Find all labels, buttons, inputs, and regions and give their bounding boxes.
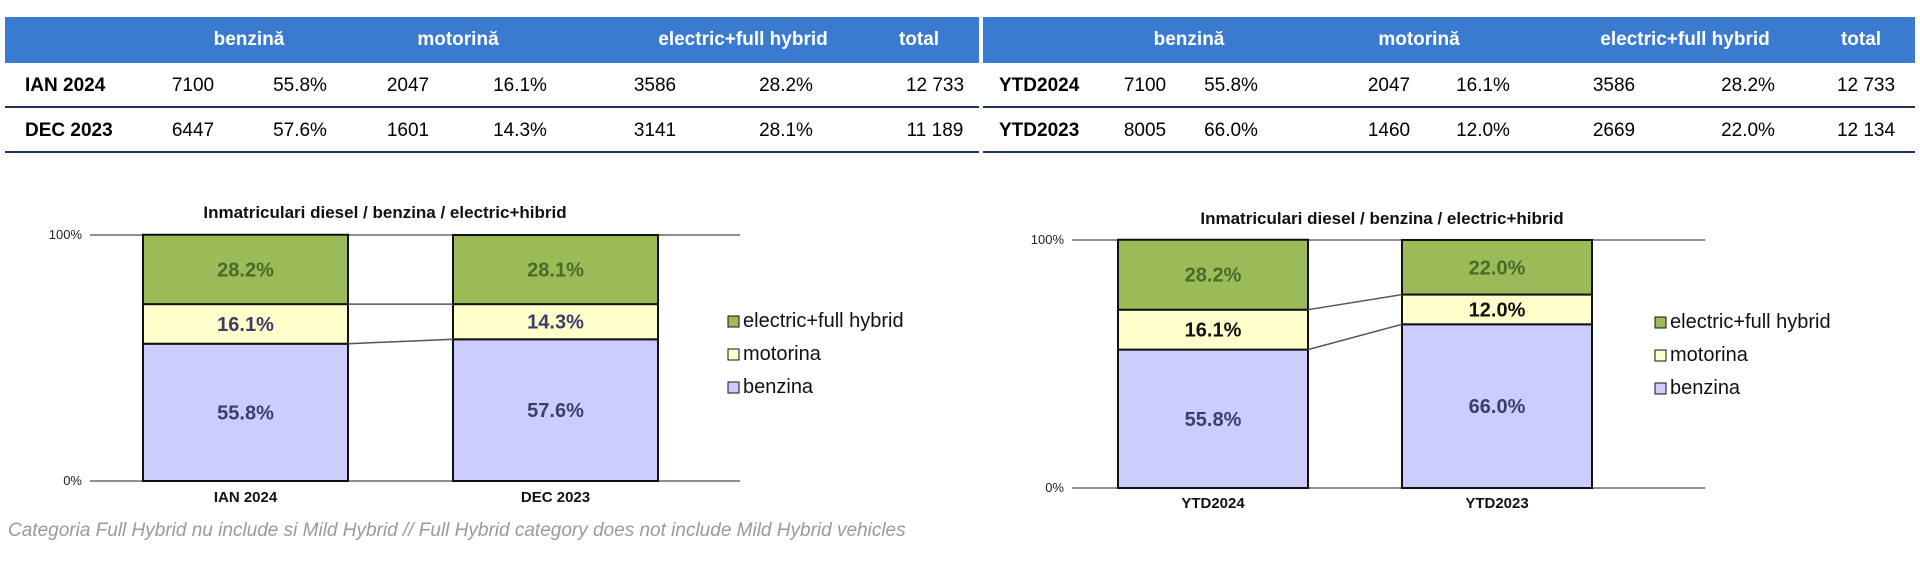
- electric-count: 3141: [633, 120, 677, 141]
- electric-share: 28.2%: [1721, 75, 1775, 96]
- bar-segment: [142, 303, 349, 345]
- legend-swatch: [1654, 349, 1667, 362]
- motorina-count: 1601: [386, 120, 430, 141]
- category-label: YTD2024: [1181, 495, 1245, 512]
- footnote: Categoria Full Hybrid nu include si Mild…: [8, 520, 906, 541]
- chart-title: Inmatriculari diesel / benzina / electri…: [1200, 209, 1563, 228]
- data-label: 28.2%: [1185, 265, 1242, 287]
- motorina-share: 12.0%: [1456, 120, 1510, 141]
- y-tick-label: 0%: [63, 473, 82, 488]
- total-value: 12 134: [1836, 120, 1896, 141]
- legend-swatch: [1654, 316, 1667, 329]
- benzina-share: 55.8%: [273, 75, 327, 96]
- benzina-count: 7100: [171, 75, 215, 96]
- row-label: YTD2024: [999, 75, 1080, 96]
- legend-swatch: [1654, 382, 1667, 395]
- benzina-count: 7100: [1123, 75, 1167, 96]
- motorina-share: 16.1%: [1456, 75, 1510, 96]
- bar-segment: [452, 303, 659, 341]
- table-row: DEC 2023 6447 57.6% 1601 14.3% 3141 28.1…: [5, 108, 979, 153]
- benzina-count: 8005: [1123, 120, 1167, 141]
- motorina-share: 16.1%: [493, 75, 547, 96]
- motorina-share: 14.3%: [493, 120, 547, 141]
- total-value: 11 189: [906, 120, 964, 141]
- total-value: 12 733: [905, 75, 965, 96]
- legend-swatch: [727, 315, 740, 328]
- legend-label: motorina: [743, 343, 822, 365]
- right-summary-table: benzină motorină electric+full hybrid to…: [983, 17, 1915, 153]
- legend-label: electric+full hybrid: [1670, 311, 1831, 333]
- legend-label: electric+full hybrid: [743, 310, 904, 332]
- data-label: 57.6%: [527, 400, 584, 422]
- electric-count: 3586: [633, 75, 677, 96]
- bar-segment: [1401, 323, 1593, 489]
- left-summary-table: benzină motorină electric+full hybrid to…: [5, 17, 979, 153]
- data-label: 16.1%: [1185, 320, 1242, 342]
- data-label: 28.2%: [217, 259, 274, 281]
- row-label: IAN 2024: [25, 75, 106, 96]
- legend-label: benzina: [743, 376, 814, 398]
- total-value: 12 733: [1836, 75, 1896, 96]
- legend-swatch: [727, 348, 740, 361]
- bar-segment: [452, 234, 659, 306]
- motorina-count: 2047: [386, 75, 430, 96]
- data-label: 12.0%: [1469, 299, 1526, 321]
- header-total: total: [1840, 29, 1882, 50]
- benzina-share: 57.6%: [273, 120, 327, 141]
- category-label: IAN 2024: [214, 489, 278, 506]
- bar-segment: [1117, 348, 1309, 489]
- header-benzina: benzină: [213, 29, 285, 50]
- row-label: DEC 2023: [25, 120, 113, 141]
- y-tick-label: 100%: [49, 227, 83, 242]
- header-electric-hybrid: electric+full hybrid: [1600, 29, 1770, 50]
- row-label: YTD2023: [999, 120, 1080, 141]
- electric-count: 3586: [1592, 75, 1636, 96]
- bar-segment: [1117, 238, 1309, 311]
- bar-segment: [142, 342, 349, 482]
- benzina-count: 6447: [171, 120, 215, 141]
- legend-swatch: [727, 381, 740, 394]
- benzina-share: 55.8%: [1204, 75, 1258, 96]
- motorina-count: 2047: [1367, 75, 1411, 96]
- series-connector-line: [1307, 323, 1403, 351]
- table-row: YTD2023 8005 66.0% 1460 12.0% 2669 22.0%…: [983, 108, 1915, 153]
- header-motorina: motorină: [1378, 29, 1460, 50]
- data-label: 66.0%: [1469, 396, 1526, 418]
- bar-segment: [1401, 293, 1593, 326]
- category-label: YTD2023: [1465, 495, 1528, 512]
- electric-count: 2669: [1592, 120, 1636, 141]
- series-connector-line: [1307, 293, 1403, 311]
- data-label: 22.0%: [1469, 257, 1526, 279]
- chart-title: Inmatriculari diesel / benzina / electri…: [203, 203, 566, 222]
- y-tick-label: 0%: [1045, 480, 1064, 495]
- legend-label: benzina: [1670, 377, 1741, 399]
- electric-share: 28.2%: [759, 75, 813, 96]
- bar-segment: [142, 233, 349, 306]
- legend-label: motorina: [1670, 344, 1749, 366]
- header-benzina: benzină: [1153, 29, 1225, 50]
- bar-segment: [1401, 239, 1593, 296]
- motorina-count: 1460: [1367, 120, 1411, 141]
- right-table-header: benzină motorină electric+full hybrid to…: [983, 17, 1915, 63]
- header-motorina: motorină: [417, 29, 499, 50]
- left-table-header: benzină motorină electric+full hybrid to…: [5, 17, 979, 63]
- header-electric-hybrid: electric+full hybrid: [658, 29, 828, 50]
- benzina-share: 66.0%: [1204, 120, 1258, 141]
- electric-share: 22.0%: [1721, 120, 1775, 141]
- table-row: IAN 2024 7100 55.8% 2047 16.1% 3586 28.2…: [5, 63, 979, 108]
- category-label: DEC 2023: [521, 489, 590, 506]
- data-label: 55.8%: [217, 402, 274, 424]
- header-total: total: [898, 29, 940, 50]
- data-label: 55.8%: [1185, 409, 1242, 431]
- data-label: 28.1%: [527, 260, 584, 282]
- series-connector-line: [347, 338, 454, 345]
- data-label: 16.1%: [217, 314, 274, 336]
- data-label: 14.3%: [527, 312, 584, 334]
- table-row: YTD2024 7100 55.8% 2047 16.1% 3586 28.2%…: [983, 63, 1915, 108]
- electric-share: 28.1%: [759, 120, 813, 141]
- y-tick-label: 100%: [1031, 232, 1065, 247]
